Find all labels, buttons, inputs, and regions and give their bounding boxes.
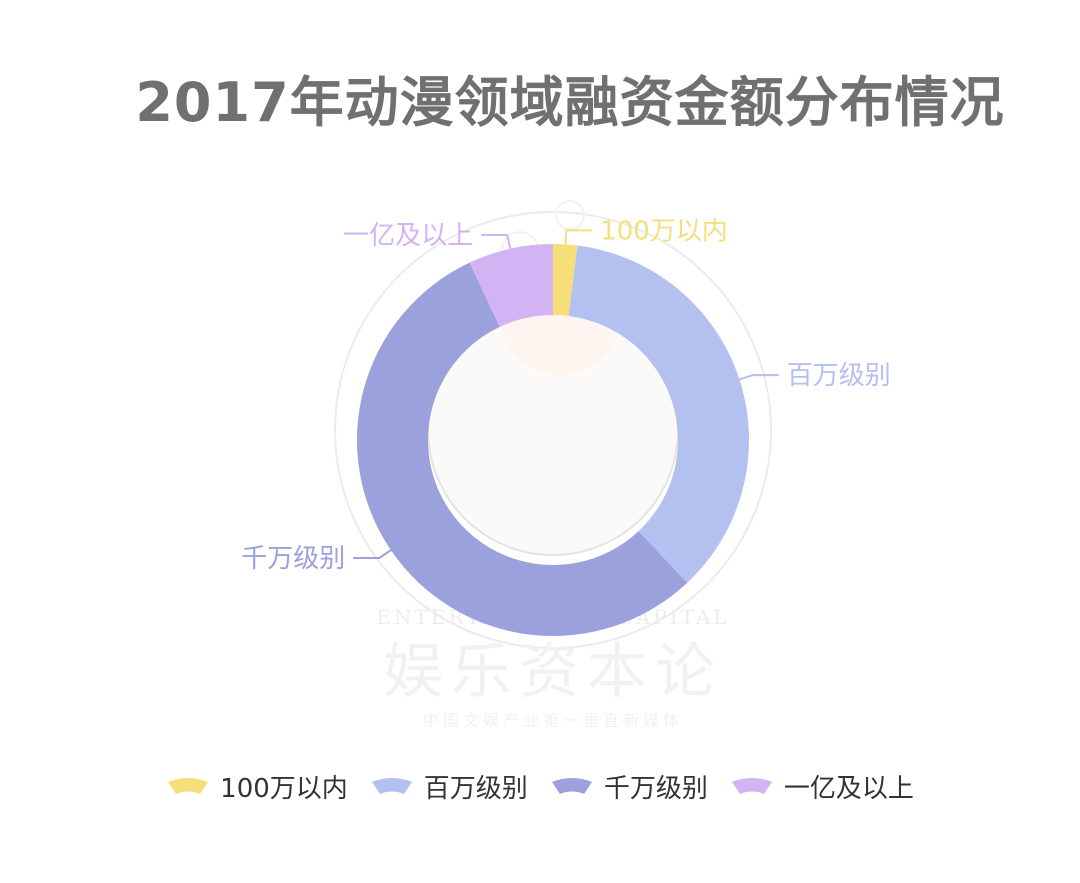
legend-swatch-icon: [168, 777, 209, 794]
leader-line: [564, 229, 593, 249]
legend-item: 百万级别: [370, 768, 528, 805]
slice-label: 一亿及以上: [343, 221, 473, 251]
legend-label: 百万级别: [423, 774, 528, 804]
donut-slices: [357, 244, 749, 636]
legend-swatch-icon: [731, 777, 772, 794]
legend-item: 100万以内: [166, 768, 348, 805]
legend-swatch-icon: [551, 777, 592, 794]
donut-slice: [553, 244, 578, 316]
watermark-tagline: 中国文娱产业第一垂直新媒体: [423, 711, 683, 730]
leader-line: [481, 234, 513, 253]
slice-label: 百万级别: [787, 361, 891, 391]
leader-line: [735, 374, 779, 382]
slice-label: 千万级别: [241, 544, 345, 574]
donut-slice: [469, 244, 553, 327]
donut-slice: [568, 245, 749, 583]
slice-label: 100万以内: [600, 216, 728, 246]
legend: 100万以内 百万级别 千万级别 一亿及以上: [0, 768, 1080, 805]
legend-label: 100万以内: [220, 774, 348, 804]
legend-label: 一亿及以上: [783, 774, 914, 804]
legend-label: 千万级别: [603, 774, 708, 804]
legend-item: 千万级别: [550, 768, 708, 805]
watermark-cn: 娱乐资本论: [383, 637, 723, 707]
leader-line: [353, 547, 395, 560]
chart-title: 2017年动漫领域融资金额分布情况: [135, 71, 1005, 134]
legend-item: 一亿及以上: [730, 768, 914, 805]
legend-swatch-icon: [371, 777, 412, 794]
donut-slice: [357, 262, 688, 636]
